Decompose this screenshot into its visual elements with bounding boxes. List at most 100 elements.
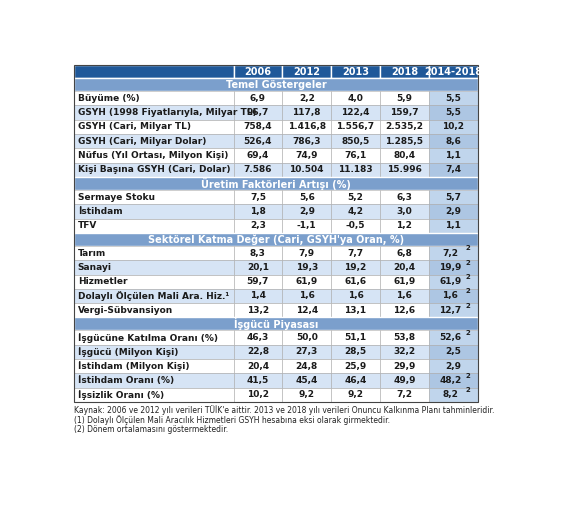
Bar	[331, 260, 380, 275]
Text: 1.285,5: 1.285,5	[386, 137, 424, 146]
Text: 46,4: 46,4	[344, 376, 367, 385]
Text: 2: 2	[465, 330, 470, 336]
Bar	[282, 246, 331, 260]
Bar	[380, 289, 429, 303]
Bar	[380, 246, 429, 260]
Bar	[380, 204, 429, 219]
Bar	[282, 190, 331, 204]
Bar	[282, 331, 331, 345]
Text: 1,6: 1,6	[299, 291, 314, 300]
Text: İşsizlik Oranı (%): İşsizlik Oranı (%)	[77, 390, 164, 400]
Text: (1) Dolaylı Ölçülen Mali Aracılık Hizmetleri GSYH hesabına eksi olarak girmekted: (1) Dolaylı Ölçülen Mali Aracılık Hizmet…	[75, 416, 391, 425]
Bar	[380, 134, 429, 148]
Text: 1,1: 1,1	[445, 221, 461, 230]
Text: 2: 2	[465, 245, 470, 252]
Bar	[282, 134, 331, 148]
Text: 2,3: 2,3	[250, 221, 266, 230]
Bar	[282, 289, 331, 303]
Text: 45,4: 45,4	[295, 376, 318, 385]
Bar	[75, 275, 234, 289]
Bar	[331, 134, 380, 148]
Text: 2: 2	[465, 260, 470, 266]
Bar	[429, 246, 477, 260]
Text: 122,4: 122,4	[342, 108, 370, 117]
Text: Kaynak: 2006 ve 2012 yılı verileri TÜİK'e aittir. 2013 ve 2018 yılı verileri Onu: Kaynak: 2006 ve 2012 yılı verileri TÜİK'…	[75, 405, 495, 415]
Text: 2006: 2006	[244, 67, 272, 77]
Bar	[75, 388, 234, 402]
Bar	[331, 91, 380, 105]
Text: 2.535,2: 2.535,2	[386, 123, 424, 132]
Text: 22,8: 22,8	[247, 347, 269, 356]
Bar	[380, 260, 429, 275]
Text: 12,6: 12,6	[394, 306, 416, 315]
Text: 1,8: 1,8	[250, 207, 266, 216]
Bar	[380, 91, 429, 105]
Bar	[75, 318, 477, 331]
Bar	[429, 105, 477, 120]
Text: 2,9: 2,9	[299, 207, 315, 216]
Bar	[429, 134, 477, 148]
Text: 8,3: 8,3	[250, 248, 266, 257]
Text: 11.183: 11.183	[338, 166, 373, 174]
Bar	[234, 374, 282, 388]
Bar	[380, 331, 429, 345]
Bar	[75, 374, 234, 388]
Text: 5,7: 5,7	[445, 193, 461, 202]
Bar	[331, 65, 380, 78]
Text: 6,8: 6,8	[397, 248, 412, 257]
Text: 61,9: 61,9	[393, 277, 416, 286]
Text: İşgücüne Katılma Oranı (%): İşgücüne Katılma Oranı (%)	[77, 333, 218, 343]
Bar	[331, 275, 380, 289]
Text: 7,9: 7,9	[299, 248, 315, 257]
Bar	[282, 260, 331, 275]
Bar	[429, 190, 477, 204]
Text: 7.586: 7.586	[244, 166, 272, 174]
Bar	[429, 219, 477, 233]
Bar	[75, 163, 234, 177]
Text: 7,2: 7,2	[397, 390, 413, 399]
Text: İstihdam Oranı (%): İstihdam Oranı (%)	[77, 376, 174, 385]
Text: 6,9: 6,9	[250, 94, 266, 103]
Text: 2: 2	[465, 373, 470, 379]
Bar	[380, 190, 429, 204]
Bar	[331, 120, 380, 134]
Text: 46,3: 46,3	[247, 333, 269, 342]
Bar	[429, 204, 477, 219]
Text: 1,6: 1,6	[397, 291, 412, 300]
Bar	[75, 260, 234, 275]
Text: 2014-2018: 2014-2018	[424, 67, 482, 77]
Text: 59,7: 59,7	[247, 277, 269, 286]
Bar	[234, 345, 282, 359]
Bar	[331, 331, 380, 345]
Text: 12,4: 12,4	[295, 306, 318, 315]
Text: 10.504: 10.504	[290, 166, 324, 174]
Text: 5,5: 5,5	[445, 108, 461, 117]
Bar	[75, 120, 234, 134]
Bar	[75, 78, 477, 91]
Bar	[234, 219, 282, 233]
Text: 19,2: 19,2	[344, 263, 366, 272]
Text: 10,2: 10,2	[442, 123, 464, 132]
Text: 19,9: 19,9	[439, 263, 461, 272]
Bar	[282, 275, 331, 289]
Bar	[380, 303, 429, 318]
Text: 5,6: 5,6	[299, 193, 314, 202]
Text: 10,2: 10,2	[247, 390, 269, 399]
Text: 48,2: 48,2	[439, 376, 461, 385]
Bar	[234, 303, 282, 318]
Bar	[234, 148, 282, 163]
Bar	[75, 289, 234, 303]
Bar	[75, 65, 477, 402]
Bar	[331, 345, 380, 359]
Text: İstihdam: İstihdam	[77, 207, 123, 216]
Text: 13,2: 13,2	[247, 306, 269, 315]
Text: İstihdam (Milyon Kişi): İstihdam (Milyon Kişi)	[77, 361, 189, 371]
Text: 28,5: 28,5	[344, 347, 366, 356]
Text: Temel Göstergeler: Temel Göstergeler	[225, 80, 327, 90]
Bar	[429, 359, 477, 374]
Text: Üretim Faktörleri Artışı (%): Üretim Faktörleri Artışı (%)	[201, 178, 351, 190]
Bar	[380, 275, 429, 289]
Bar	[331, 374, 380, 388]
Bar	[282, 105, 331, 120]
Text: -1,1: -1,1	[297, 221, 317, 230]
